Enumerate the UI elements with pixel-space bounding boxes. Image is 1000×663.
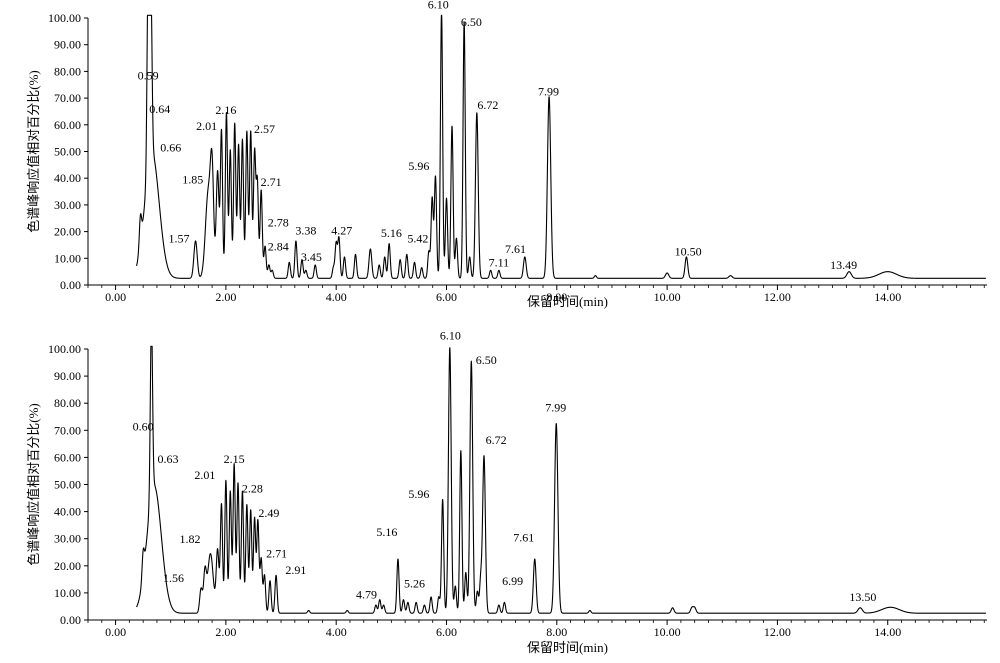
peak-label: 7.61 [513,530,534,544]
peak-label: 2.57 [254,122,275,136]
peak-label: 3.38 [295,223,316,237]
peak-label: 5.16 [381,226,402,240]
x-tick-label: 8.00 [546,290,567,304]
peak-label: 2.28 [242,482,263,496]
peak-label: 5.96 [408,159,429,173]
peak-label: 6.50 [476,353,497,367]
x-tick-label: 2.00 [215,290,236,304]
peak-label: 7.99 [538,84,559,98]
peak-label: 7.99 [545,400,566,414]
x-tick-label: 10.00 [654,625,681,639]
x-tick-label: 6.00 [436,290,457,304]
chromatogram-top: 0.00 10.00 20.00 30.00 40.00 50.00 60.00 70.00 8… [26,0,987,309]
peak-label: 1.85 [182,173,203,187]
x-tick-label: 4.00 [326,625,347,639]
peak-label: 0.60 [133,419,154,433]
x-tick-label: 12.00 [764,290,791,304]
y-tick-label: 40.00 [54,505,81,519]
y-tick-label: 10.00 [54,251,81,265]
y-tick-label: 0.00 [60,278,81,292]
y-tick-label: 80.00 [54,396,81,410]
peak-label: 5.42 [407,231,428,245]
x-tick-label: 0.00 [105,290,126,304]
peak-label: 2.15 [224,452,245,466]
chromatogram-trace [136,345,987,614]
y-axis-title: 色谱峰响应值相对百分比(%) [26,70,41,233]
peak-label: 1.56 [163,571,184,585]
x-tick-label: 14.00 [874,625,901,639]
peak-label: 2.71 [266,547,287,561]
peak-label: 6.72 [486,433,507,447]
y-tick-label: 70.00 [54,423,81,437]
y-tick-label: 40.00 [54,171,81,185]
y-tick-label: 30.00 [54,532,81,546]
peak-label: 6.72 [477,98,498,112]
chromatogram-bottom: 0.00 10.00 20.00 30.00 40.00 50.00 60.00 70.00 8… [26,329,987,655]
y-tick-label: 100.00 [48,342,81,356]
x-tick-label: 8.00 [546,625,567,639]
peak-label: 2.71 [261,175,282,189]
y-tick-label: 0.00 [60,613,81,627]
x-tick-label: 10.00 [654,290,681,304]
peak-label: 0.66 [160,141,181,155]
peak-label: 6.10 [440,329,461,343]
peak-label: 6.50 [461,15,482,29]
y-tick-label: 90.00 [54,369,81,383]
peak-label: 5.96 [408,487,429,501]
y-tick-label: 80.00 [54,64,81,78]
peak-label: 13.50 [849,590,876,604]
y-tick-label: 50.00 [54,145,81,159]
y-tick-label: 70.00 [54,91,81,105]
y-axis-title: 色谱峰响应值相对百分比(%) [26,403,41,566]
peak-label: 0.63 [157,452,178,466]
peak-label: 1.82 [180,532,201,546]
x-tick-label: 2.00 [215,625,236,639]
y-tick-label: 20.00 [54,559,81,573]
x-tick-label: 12.00 [764,625,791,639]
peak-label: 0.64 [149,102,170,116]
y-tick-label: 100.00 [48,11,81,25]
peak-label: 13.49 [830,258,857,272]
x-tick-label: 6.00 [436,625,457,639]
peak-label: 5.16 [376,525,397,539]
peak-label: 2.01 [194,468,215,482]
peak-label: 0.59 [138,68,159,82]
peak-label: 5.26 [404,576,425,590]
peak-label: 2.91 [285,563,306,577]
peak-label: 10.50 [675,245,702,259]
peak-label: 6.99 [502,574,523,588]
peak-label: 7.11 [489,255,510,269]
y-tick-label: 30.00 [54,198,81,212]
peak-label: 2.84 [268,239,289,253]
x-tick-label: 0.00 [105,625,126,639]
peak-label: 7.61 [505,242,526,256]
y-tick-label: 50.00 [54,478,81,492]
peak-label: 4.27 [331,223,352,237]
y-tick-label: 60.00 [54,450,81,464]
x-axis-title: 保留时间(min) [527,640,608,655]
peak-label: 2.49 [258,506,279,520]
y-tick-label: 10.00 [54,586,81,600]
peak-label: 1.57 [169,231,190,245]
y-tick-label: 90.00 [54,38,81,52]
peak-label: 2.16 [215,103,236,117]
peak-label: 3.45 [301,250,322,264]
x-axis-title: 保留时间(min) [527,294,608,309]
chromatogram-trace [135,14,987,279]
y-tick-label: 20.00 [54,225,81,239]
y-tick-label: 60.00 [54,118,81,132]
peak-label: 4.79 [356,587,377,601]
peak-label: 2.78 [268,215,289,229]
x-tick-label: 14.00 [874,290,901,304]
peak-label: 2.01 [196,119,217,133]
x-tick-label: 4.00 [326,290,347,304]
peak-label: 6.10 [428,0,449,12]
